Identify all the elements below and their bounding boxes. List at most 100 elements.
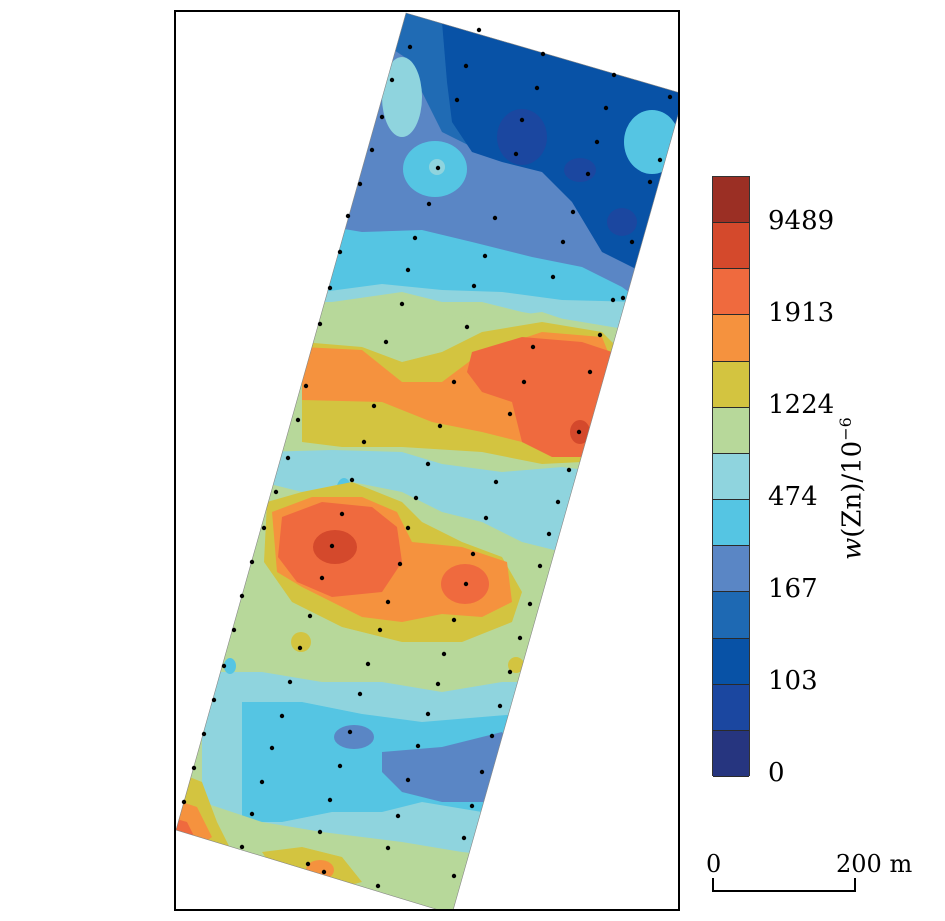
legend-swatch [713,453,749,501]
sample-point [303,383,309,389]
sample-point [483,515,489,521]
legend-swatch [713,223,749,270]
sample-point [191,765,197,771]
sample-point [425,711,431,717]
legend-label: 1224 [768,390,835,420]
sample-point [327,797,333,803]
sample-point [287,679,293,685]
legend-swatch [713,500,749,547]
sample-point [521,379,527,385]
sample-point [379,114,385,120]
sample-point [397,561,403,567]
sample-point [305,861,311,867]
scale-start-label: 0 [706,850,722,878]
sample-point [261,525,267,531]
sample-point [493,479,499,485]
sample-point [597,332,603,338]
sample-point [603,105,609,111]
legend-swatch [713,592,749,639]
sample-point [399,301,405,307]
legend-swatch [713,638,749,685]
survey-boundary [176,12,678,909]
sample-point [497,703,503,709]
sample-point [513,151,519,157]
sample-point [239,844,245,850]
sample-points [181,27,673,889]
sample-point [365,661,371,667]
sample-point [555,499,561,505]
sample-point [441,651,447,657]
zinc-contour-map[interactable] [176,12,680,911]
sample-point [461,835,467,841]
sample-point [211,697,217,703]
sample-point [576,429,582,435]
sample-point [519,117,525,123]
sample-point [181,799,187,805]
sample-point [610,297,616,303]
sample-point [585,171,591,177]
sample-point [425,461,431,467]
sample-point [507,411,513,417]
sample-point [337,763,343,769]
sample-point [273,489,279,495]
sample-point [527,601,533,607]
legend-swatch [713,546,749,593]
sample-point [385,845,391,851]
scale-bar [712,878,856,892]
sample-point [297,645,303,651]
sample-point [415,743,421,749]
sample-point [405,267,411,273]
sample-point [451,617,457,623]
sample-point [667,94,673,100]
sample-point [259,779,265,785]
sample-point [319,575,325,581]
legend-swatch [713,730,749,777]
legend-swatch [713,177,749,224]
legend-swatch [713,315,749,362]
sample-point [405,525,411,531]
legend-swatch [713,684,749,731]
sample-point [537,563,543,569]
sample-point [337,249,343,255]
sample-point [476,27,482,33]
sample-point [369,147,375,153]
sample-point [469,803,475,809]
sample-point [470,551,476,557]
sample-point [546,531,552,537]
sample-point [321,869,327,875]
sample-point [454,97,460,103]
legend-title: w(Zn)/10−6 [836,417,868,560]
legend-title-variable: w [837,537,868,560]
sample-point [375,883,381,889]
sample-point [530,344,536,350]
legend-title-exponent: −6 [836,417,855,441]
sample-point [413,495,419,501]
sample-point [249,811,255,817]
legend-swatch [713,407,749,454]
sample-point [540,51,546,57]
legend-swatch [713,269,749,316]
sample-point [435,165,441,171]
scale-end-label: 200 m [836,850,913,878]
sample-point [426,201,432,207]
sample-point [389,77,395,83]
sample-point [550,274,556,280]
sample-point [221,663,227,669]
sample-point [385,599,391,605]
sample-point [611,72,617,78]
sample-point [327,285,333,291]
sample-point [620,295,626,301]
sample-point [345,213,351,219]
sample-point [464,324,470,330]
sample-point [357,691,363,697]
legend-title-text: (Zn)/10 [837,440,868,538]
sample-point [517,635,523,641]
sample-point [479,769,485,775]
sample-point [570,209,576,215]
map-frame [174,10,680,911]
legend-swatch [713,361,749,408]
sample-point [482,253,488,259]
sample-point [507,669,513,675]
sample-point [405,777,411,783]
sample-point [295,417,301,423]
